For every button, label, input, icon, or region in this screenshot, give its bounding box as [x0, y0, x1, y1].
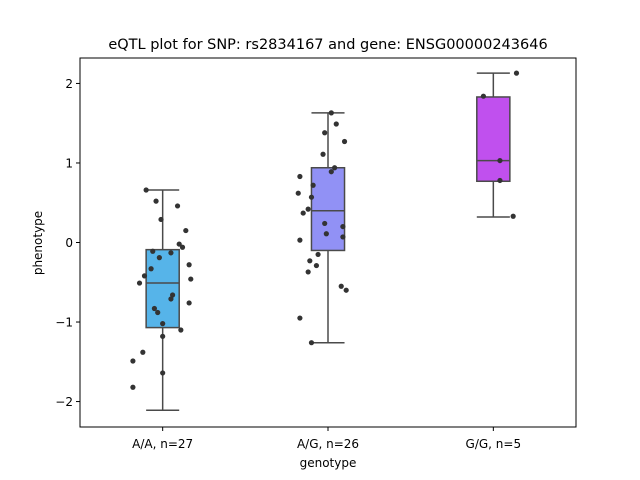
data-point: [148, 266, 154, 272]
data-point: [308, 194, 315, 200]
y-axis: −2 −1 0 1 2: [55, 77, 80, 409]
data-point: [178, 327, 184, 333]
data-point: [188, 276, 194, 282]
data-point: [297, 315, 303, 321]
data-point: [130, 384, 136, 390]
box-group: [476, 70, 520, 219]
data-point: [143, 187, 149, 193]
y-tick-label: −2: [55, 395, 73, 409]
y-tick-label: 0: [65, 236, 73, 250]
data-point: [341, 138, 348, 145]
data-point: [328, 169, 334, 175]
data-point: [322, 220, 328, 227]
data-point: [338, 283, 344, 289]
chart-title: eQTL plot for SNP: rs2834167 and gene: E…: [108, 37, 547, 53]
data-point: [315, 251, 321, 258]
data-point: [328, 110, 334, 116]
y-tick-label: 1: [65, 156, 73, 170]
y-tick-label: 2: [65, 77, 73, 91]
data-point: [168, 296, 174, 302]
data-point: [183, 227, 189, 234]
data-point: [155, 309, 161, 316]
data-point: [160, 333, 166, 339]
data-point: [300, 210, 306, 216]
plot-content: [130, 70, 520, 412]
data-point: [497, 177, 503, 184]
data-point: [497, 157, 503, 164]
x-axis-label: genotype: [300, 456, 357, 470]
data-point: [308, 340, 315, 346]
data-point: [343, 287, 349, 293]
box: [476, 96, 511, 183]
data-point: [141, 273, 148, 279]
data-point: [513, 70, 520, 76]
data-point: [186, 262, 192, 268]
data-point: [136, 280, 143, 286]
data-point: [480, 93, 487, 99]
y-tick-label: −1: [55, 316, 73, 330]
data-point: [297, 173, 303, 180]
x-tick-label: A/A, n=27: [132, 437, 193, 451]
data-point: [179, 244, 186, 250]
data-point: [320, 151, 326, 157]
box-group: [295, 110, 349, 346]
data-point: [333, 121, 339, 127]
data-point: [297, 237, 303, 243]
box: [145, 248, 180, 329]
box-group: [130, 187, 194, 412]
box: [310, 166, 346, 252]
data-point: [313, 262, 320, 269]
data-point: [307, 258, 313, 264]
data-point: [332, 165, 338, 171]
data-point: [323, 231, 329, 237]
data-point: [176, 241, 182, 247]
x-axis: A/A, n=27 A/G, n=26 G/G, n=5: [132, 427, 521, 451]
data-point: [153, 198, 159, 204]
data-point: [160, 370, 166, 376]
data-point: [158, 216, 164, 223]
data-point: [174, 203, 181, 209]
data-point: [310, 182, 316, 188]
data-point: [130, 358, 136, 364]
data-point: [305, 206, 311, 212]
x-tick-label: A/G, n=26: [297, 437, 359, 451]
data-point: [160, 321, 166, 327]
data-point: [340, 234, 346, 240]
data-point: [151, 305, 157, 312]
data-point: [169, 292, 176, 298]
data-point: [168, 250, 174, 256]
data-point: [305, 269, 311, 275]
x-tick-label: G/G, n=5: [466, 437, 522, 451]
data-point: [510, 213, 516, 219]
data-point: [295, 190, 301, 196]
data-point: [156, 255, 162, 261]
data-point: [186, 300, 192, 306]
data-point: [140, 349, 146, 355]
data-point: [322, 130, 328, 136]
y-axis-label: phenotype: [31, 211, 45, 275]
data-point: [340, 223, 346, 230]
data-point: [150, 248, 156, 254]
